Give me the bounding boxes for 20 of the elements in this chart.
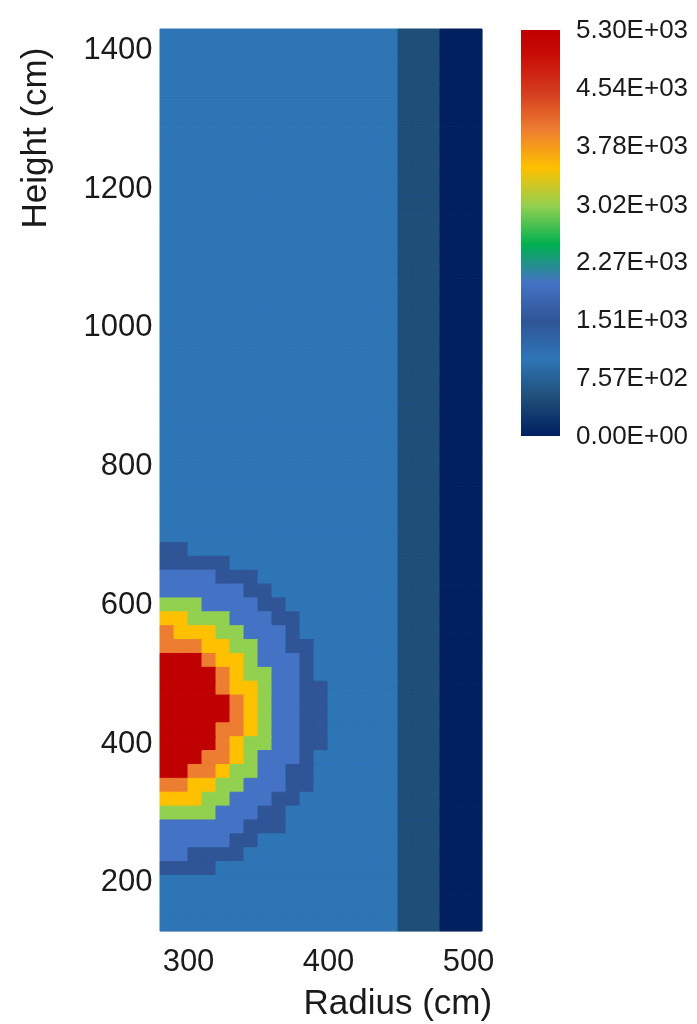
color-bar-label: 5.30E+03 <box>576 14 689 44</box>
color-bar-label: 3.78E+03 <box>576 130 689 161</box>
color-bar-label: 2.27E+03 <box>576 246 689 277</box>
y-tick-label: 200 <box>100 863 153 899</box>
color-bar-label: 4.54E+03 <box>576 72 689 103</box>
x-tick-label: 500 <box>442 942 495 978</box>
y-tick-label: 1000 <box>83 308 153 344</box>
x-axis-title: Radius (cm) <box>303 981 493 1021</box>
color-bar-label: 0.00E+00 <box>576 420 689 450</box>
y-tick-label: 400 <box>100 724 153 760</box>
y-tick-label: 1400 <box>83 30 153 66</box>
y-axis-title: Height (cm) <box>13 47 53 229</box>
color-bar-label: 3.02E+03 <box>576 188 689 219</box>
y-tick-label: 600 <box>100 585 153 621</box>
x-tick-label: 400 <box>302 942 355 978</box>
y-tick-label: 800 <box>100 447 153 483</box>
color-bar-label: 1.51E+03 <box>576 304 689 335</box>
x-tick-label: 300 <box>162 942 215 978</box>
y-tick-label: 1200 <box>83 169 153 205</box>
color-bar-label: 7.57E+02 <box>576 362 689 393</box>
